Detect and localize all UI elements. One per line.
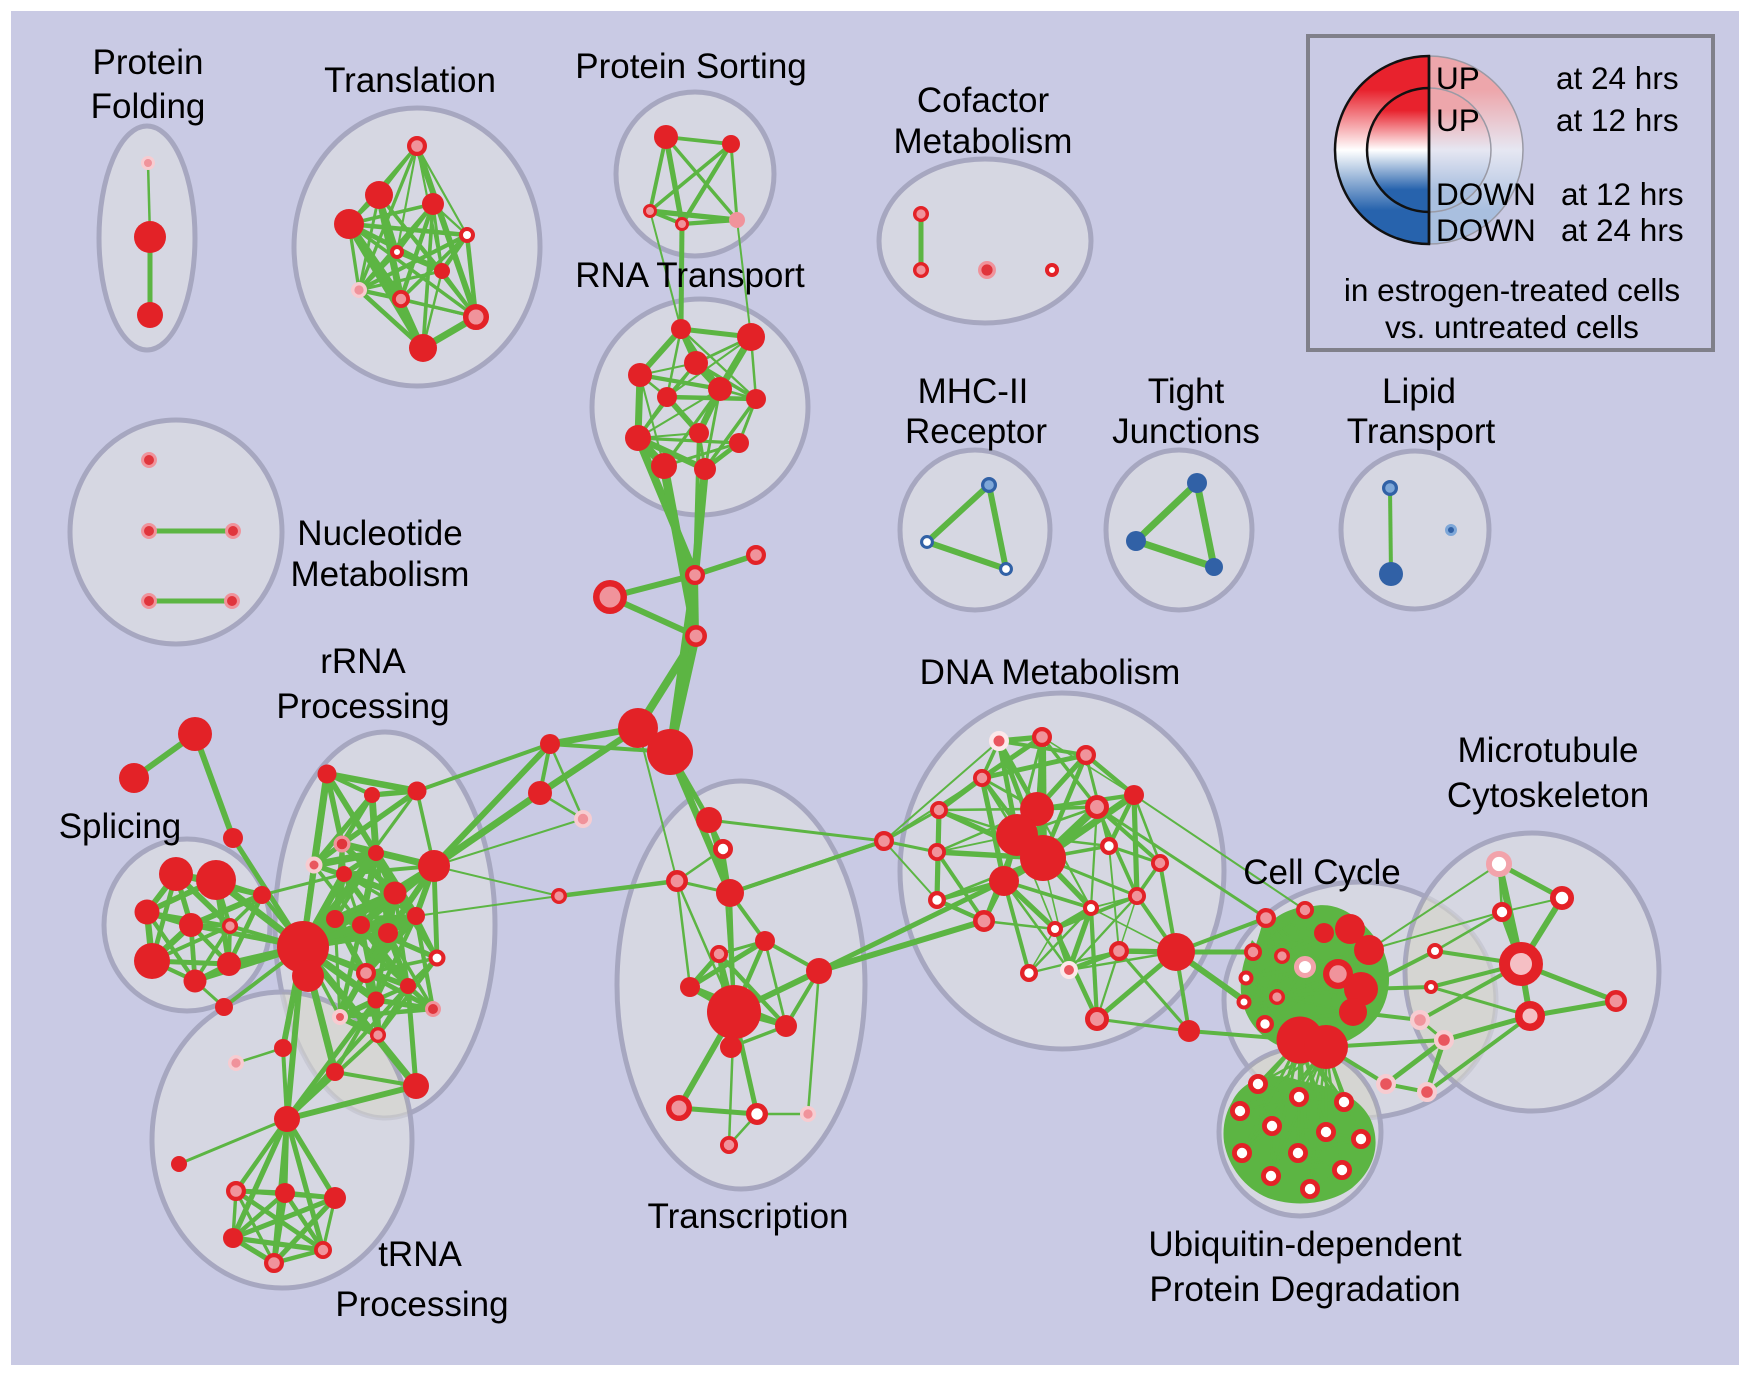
svg-text:Protein Sorting: Protein Sorting [575, 47, 807, 86]
svg-text:Receptor: Receptor [905, 412, 1047, 451]
svg-text:in estrogen-treated cells: in estrogen-treated cells [1344, 272, 1680, 308]
svg-text:at 12 hrs: at 12 hrs [1561, 176, 1684, 212]
svg-text:Nucleotide: Nucleotide [297, 514, 462, 553]
svg-text:Transcription: Transcription [648, 1197, 849, 1236]
svg-text:rRNA: rRNA [320, 642, 406, 681]
svg-text:Transport: Transport [1347, 412, 1496, 451]
svg-text:Metabolism: Metabolism [291, 555, 470, 594]
svg-text:at 24 hrs: at 24 hrs [1561, 212, 1684, 248]
svg-text:at 12 hrs: at 12 hrs [1556, 102, 1679, 138]
svg-text:UP: UP [1436, 102, 1480, 138]
svg-text:Cofactor: Cofactor [917, 81, 1050, 120]
svg-text:Splicing: Splicing [59, 807, 182, 846]
svg-text:UP: UP [1436, 60, 1480, 96]
svg-text:Cell Cycle: Cell Cycle [1243, 853, 1401, 892]
svg-text:Protein: Protein [93, 43, 204, 82]
svg-text:DOWN: DOWN [1436, 176, 1536, 212]
svg-text:Microtubule: Microtubule [1458, 731, 1639, 770]
svg-text:RNA Transport: RNA Transport [575, 256, 805, 295]
svg-text:Processing: Processing [276, 687, 449, 726]
svg-text:Lipid: Lipid [1382, 372, 1456, 411]
svg-text:Cytoskeleton: Cytoskeleton [1447, 776, 1649, 815]
svg-text:DOWN: DOWN [1436, 212, 1536, 248]
svg-text:Protein Degradation: Protein Degradation [1149, 1270, 1460, 1309]
svg-text:Metabolism: Metabolism [894, 122, 1073, 161]
svg-text:DNA Metabolism: DNA Metabolism [920, 653, 1181, 692]
svg-text:vs. untreated cells: vs. untreated cells [1385, 309, 1639, 345]
svg-text:Folding: Folding [91, 87, 206, 126]
svg-text:tRNA: tRNA [378, 1235, 462, 1274]
svg-text:Ubiquitin-dependent: Ubiquitin-dependent [1148, 1225, 1462, 1264]
svg-text:Junctions: Junctions [1112, 412, 1260, 451]
svg-text:Tight: Tight [1148, 372, 1225, 411]
svg-text:Processing: Processing [335, 1285, 508, 1324]
svg-text:MHC-II: MHC-II [918, 372, 1029, 411]
svg-text:at 24 hrs: at 24 hrs [1556, 60, 1679, 96]
svg-text:Translation: Translation [324, 61, 496, 100]
